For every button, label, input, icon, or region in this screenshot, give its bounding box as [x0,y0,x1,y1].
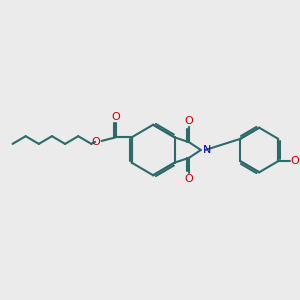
Text: O: O [111,112,120,122]
Text: N: N [203,145,212,155]
Text: O: O [92,137,100,147]
Text: O: O [185,116,194,126]
Text: O: O [185,174,194,184]
Text: O: O [290,156,299,166]
